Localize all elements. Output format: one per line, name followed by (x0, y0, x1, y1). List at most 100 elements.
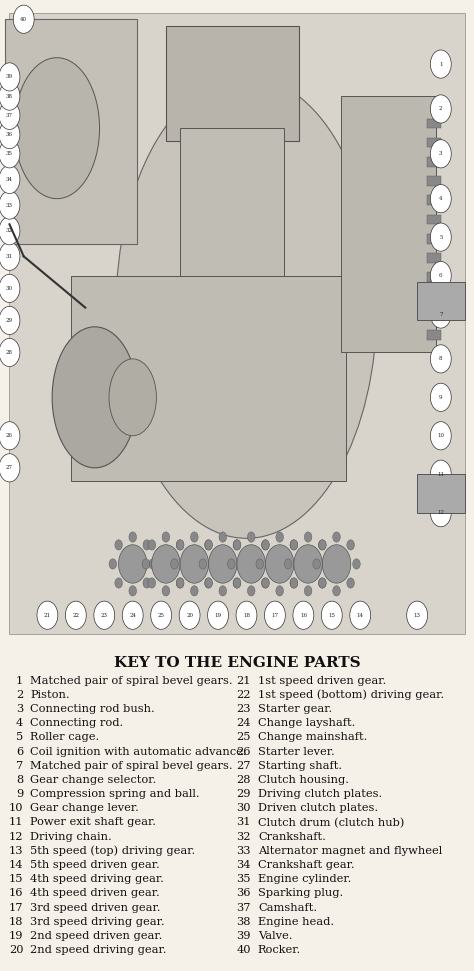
Text: 29: 29 (237, 789, 251, 799)
Text: 5th speed driven gear.: 5th speed driven gear. (30, 860, 160, 870)
Text: 1st speed (bottom) driving gear.: 1st speed (bottom) driving gear. (258, 689, 444, 700)
Circle shape (176, 578, 184, 588)
Text: 27: 27 (237, 760, 251, 771)
Circle shape (0, 242, 20, 271)
FancyBboxPatch shape (5, 19, 137, 244)
Circle shape (267, 559, 275, 569)
Circle shape (304, 532, 312, 542)
Bar (427, 234, 441, 244)
Text: 32: 32 (6, 228, 13, 233)
Text: 38: 38 (6, 93, 13, 99)
Text: 30: 30 (6, 285, 13, 291)
Circle shape (276, 532, 283, 542)
Circle shape (233, 540, 241, 550)
Text: 25: 25 (237, 732, 251, 742)
Circle shape (296, 559, 303, 569)
Circle shape (0, 120, 20, 149)
Text: 7: 7 (439, 312, 443, 317)
Text: 5: 5 (439, 235, 443, 240)
Bar (427, 272, 441, 282)
Text: 3rd speed driven gear.: 3rd speed driven gear. (30, 903, 161, 913)
Circle shape (247, 586, 255, 596)
Text: 14: 14 (9, 860, 23, 870)
FancyBboxPatch shape (166, 25, 299, 141)
Text: 2: 2 (439, 107, 443, 112)
Circle shape (319, 540, 326, 550)
Circle shape (210, 559, 218, 569)
Text: 5th speed (top) driving gear.: 5th speed (top) driving gear. (30, 846, 196, 856)
Text: 10: 10 (438, 433, 444, 438)
Ellipse shape (52, 327, 137, 468)
Circle shape (430, 460, 451, 488)
Circle shape (149, 559, 156, 569)
Circle shape (143, 578, 151, 588)
Text: Valve.: Valve. (258, 931, 292, 941)
Text: 24: 24 (129, 613, 136, 618)
Circle shape (350, 601, 371, 629)
Text: Sparking plug.: Sparking plug. (258, 888, 343, 898)
Circle shape (171, 559, 178, 569)
Text: 21: 21 (237, 676, 251, 686)
Text: Clutch drum (clutch hub): Clutch drum (clutch hub) (258, 818, 404, 828)
Circle shape (321, 601, 342, 629)
Text: KEY TO THE ENGINE PARTS: KEY TO THE ENGINE PARTS (114, 655, 360, 670)
Circle shape (333, 586, 340, 596)
Text: 2nd speed driving gear.: 2nd speed driving gear. (30, 945, 167, 955)
Circle shape (233, 540, 241, 550)
Text: 33: 33 (6, 203, 13, 208)
Circle shape (333, 532, 340, 542)
Ellipse shape (116, 77, 377, 538)
Circle shape (176, 540, 184, 550)
Text: 12: 12 (438, 510, 444, 516)
Circle shape (319, 540, 326, 550)
Text: Camshaft.: Camshaft. (258, 903, 317, 913)
Text: 4th speed driven gear.: 4th speed driven gear. (30, 888, 160, 898)
Circle shape (290, 540, 298, 550)
Text: 31: 31 (6, 253, 13, 259)
Circle shape (129, 532, 137, 542)
Circle shape (265, 545, 294, 584)
Text: 17: 17 (9, 903, 23, 913)
Text: 40: 40 (237, 945, 251, 955)
Circle shape (142, 559, 150, 569)
Circle shape (205, 540, 212, 550)
Circle shape (430, 261, 451, 289)
Circle shape (65, 601, 86, 629)
Text: 1st speed driven gear.: 1st speed driven gear. (258, 676, 386, 686)
Text: Driving chain.: Driving chain. (30, 832, 112, 842)
Text: 9: 9 (439, 395, 443, 400)
Circle shape (176, 540, 184, 550)
Circle shape (0, 274, 20, 303)
Circle shape (293, 601, 314, 629)
Text: 3: 3 (16, 704, 23, 714)
Text: Matched pair of spiral bevel gears.: Matched pair of spiral bevel gears. (30, 760, 233, 771)
Text: Piston.: Piston. (30, 689, 70, 700)
Circle shape (264, 601, 285, 629)
Text: 13: 13 (9, 846, 23, 855)
Circle shape (353, 559, 360, 569)
Circle shape (180, 545, 209, 584)
Text: 34: 34 (6, 177, 13, 182)
Circle shape (191, 586, 198, 596)
Text: 4th speed driving gear.: 4th speed driving gear. (30, 874, 164, 885)
Text: Clutch housing.: Clutch housing. (258, 775, 349, 785)
Circle shape (228, 559, 235, 569)
Text: Connecting rod.: Connecting rod. (30, 719, 124, 728)
Text: Connecting rod bush.: Connecting rod bush. (30, 704, 155, 714)
Circle shape (118, 545, 147, 584)
Circle shape (347, 578, 355, 588)
Text: 40: 40 (20, 17, 27, 21)
Text: 19: 19 (9, 931, 23, 941)
Text: 1: 1 (16, 676, 23, 686)
Circle shape (430, 95, 451, 123)
Text: 33: 33 (237, 846, 251, 855)
Circle shape (304, 586, 312, 596)
Text: 16: 16 (300, 613, 307, 618)
Circle shape (0, 421, 20, 450)
Text: 11: 11 (9, 818, 23, 827)
Text: 35: 35 (237, 874, 251, 885)
Circle shape (0, 453, 20, 482)
Bar (427, 138, 441, 148)
Circle shape (430, 50, 451, 79)
Circle shape (290, 540, 298, 550)
